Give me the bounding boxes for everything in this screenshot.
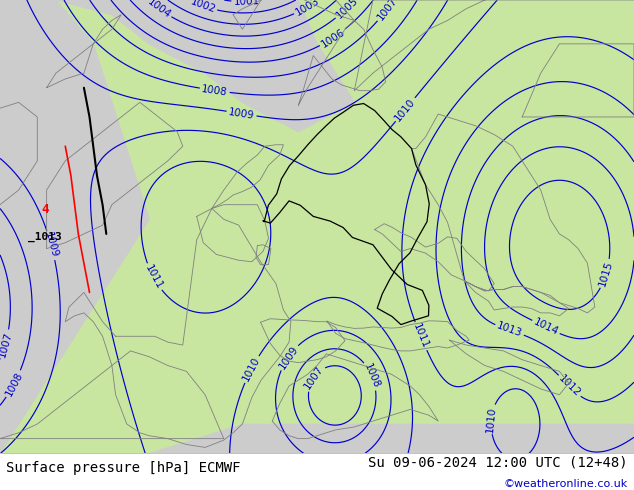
- Text: 1009: 1009: [277, 343, 300, 371]
- Polygon shape: [0, 0, 354, 132]
- Text: 1011: 1011: [143, 263, 164, 291]
- Text: 1005: 1005: [334, 0, 360, 21]
- Polygon shape: [0, 0, 634, 453]
- Text: Su 09-06-2024 12:00 UTC (12+48): Su 09-06-2024 12:00 UTC (12+48): [368, 455, 628, 469]
- Text: 1009: 1009: [43, 231, 60, 259]
- Text: 1008: 1008: [201, 84, 228, 98]
- Text: 1008: 1008: [3, 370, 25, 398]
- Text: ©weatheronline.co.uk: ©weatheronline.co.uk: [503, 480, 628, 490]
- Text: 1006: 1006: [319, 26, 347, 49]
- Text: 1010: 1010: [241, 355, 262, 383]
- Text: 1001: 1001: [233, 0, 260, 7]
- Text: 1012: 1012: [556, 373, 582, 399]
- Text: 1011: 1011: [411, 322, 430, 350]
- Text: 1007: 1007: [375, 0, 399, 23]
- Text: 1014: 1014: [532, 317, 560, 338]
- Text: 1009: 1009: [228, 107, 256, 121]
- Text: 1002: 1002: [189, 0, 217, 15]
- Polygon shape: [149, 424, 634, 453]
- Text: 1007: 1007: [302, 364, 325, 392]
- Text: 1015: 1015: [597, 260, 615, 288]
- Text: 4: 4: [41, 203, 49, 217]
- Polygon shape: [0, 0, 149, 453]
- Text: 1013: 1013: [495, 321, 524, 339]
- Text: 1004: 1004: [145, 0, 172, 20]
- Text: 1010: 1010: [485, 406, 498, 433]
- Text: 1007: 1007: [0, 330, 14, 358]
- Text: _1013: _1013: [28, 232, 61, 242]
- Text: 1008: 1008: [362, 362, 382, 390]
- Text: 1003: 1003: [294, 0, 321, 18]
- Text: Surface pressure [hPa] ECMWF: Surface pressure [hPa] ECMWF: [6, 461, 241, 475]
- Text: 1010: 1010: [393, 96, 418, 123]
